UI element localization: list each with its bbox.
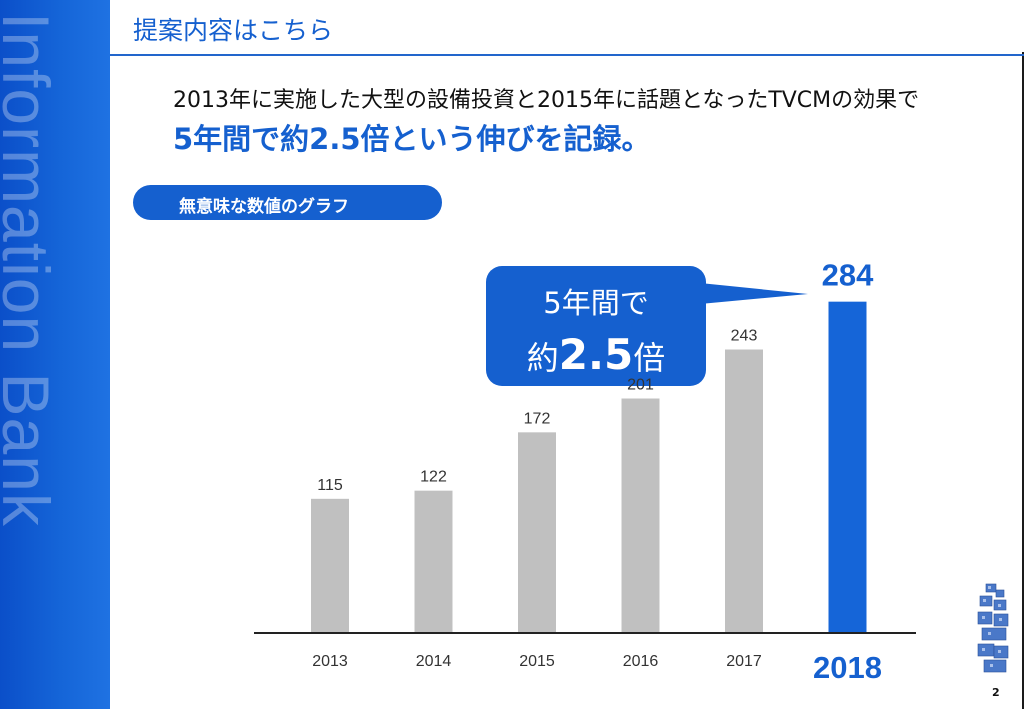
category-label-2015: 2015 xyxy=(519,653,555,670)
category-label-2013: 2013 xyxy=(312,653,348,670)
headline-line-1: 2013年に実施した大型の設備投資と2015年に話題となったTVCMの効果で xyxy=(173,88,920,113)
building-logo-icon xyxy=(977,583,1009,673)
section-pill-label: 無意味な数値のグラフ xyxy=(179,197,349,217)
bar-2016 xyxy=(621,398,660,633)
callout-bubble xyxy=(486,266,808,386)
bar-2013 xyxy=(311,498,349,633)
header: 提案内容はこちら xyxy=(110,0,1024,52)
callout-pointer xyxy=(700,283,808,304)
value-label-2018: 284 xyxy=(822,258,874,293)
bars-group xyxy=(311,301,867,633)
callout-box xyxy=(486,266,706,386)
value-label-2015: 172 xyxy=(524,410,551,427)
section-pill: 無意味な数値のグラフ xyxy=(133,185,442,220)
bar-2018 xyxy=(828,301,867,633)
header-divider xyxy=(110,54,1024,56)
frame-right-border xyxy=(1022,0,1024,709)
category-label-2016: 2016 xyxy=(623,653,659,670)
bar-2014 xyxy=(414,490,453,633)
callout-multiplier: 2.5 xyxy=(558,330,634,379)
value-label-2016: 201 xyxy=(627,377,654,394)
value-label-2013: 115 xyxy=(317,477,343,494)
callout-suffix: 倍 xyxy=(633,339,666,377)
page-number: 2 xyxy=(992,686,1000,699)
page-title: 提案内容はこちら xyxy=(133,16,334,45)
callout-text-line-2: 約2.5倍 xyxy=(486,330,706,379)
category-label-2017: 2017 xyxy=(726,653,762,670)
bar-2015 xyxy=(518,432,556,633)
labels-group: 115 2013 122 2014 172 2015 201 2016 243 2017 284 20… xyxy=(312,258,882,685)
category-label-2014: 2014 xyxy=(416,653,452,670)
callout-text-line-1: 5年間で xyxy=(543,286,649,320)
value-label-2014: 122 xyxy=(420,469,447,486)
callout-prefix: 約 xyxy=(526,339,559,377)
category-label-2018: 2018 xyxy=(813,650,882,685)
sidebar: Information Bank xyxy=(0,0,110,709)
bar-2017 xyxy=(725,349,763,633)
value-label-2017: 243 xyxy=(731,328,758,345)
headline-line-2: 5年間で約2.5倍という伸びを記録。 xyxy=(173,122,651,156)
